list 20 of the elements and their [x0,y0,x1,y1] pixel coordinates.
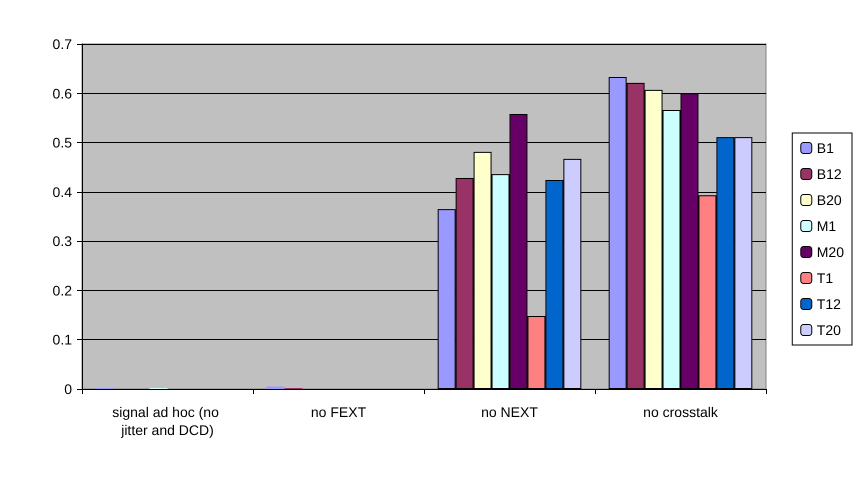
legend-label: B12 [816,166,842,182]
x-tick-label: signal ad hoc (no jitter and DCD) [112,404,223,438]
y-tick-label: 0.1 [52,332,72,348]
y-tick-label: 0.6 [52,85,72,102]
y-tick-label: 0.7 [52,36,72,52]
x-tick-label: no FEXT [310,404,367,420]
legend-label: T1 [816,270,834,286]
legend-label: M1 [816,218,836,234]
x-tick-label: no NEXT [481,404,538,420]
y-tick-label: 0.5 [52,134,72,151]
y-tick-label: 0.4 [52,184,72,200]
y-tick-label: 0 [64,381,72,397]
y-tick-label: 0.3 [52,233,72,250]
legend-label: B20 [816,192,842,208]
x-tick-label: no crosstalk [643,404,719,420]
legend-label: T12 [816,296,842,312]
legend-label: T20 [816,322,842,338]
legend-label: M20 [816,244,844,260]
legend-label: B1 [816,140,834,156]
y-tick-label: 0.2 [52,282,72,298]
